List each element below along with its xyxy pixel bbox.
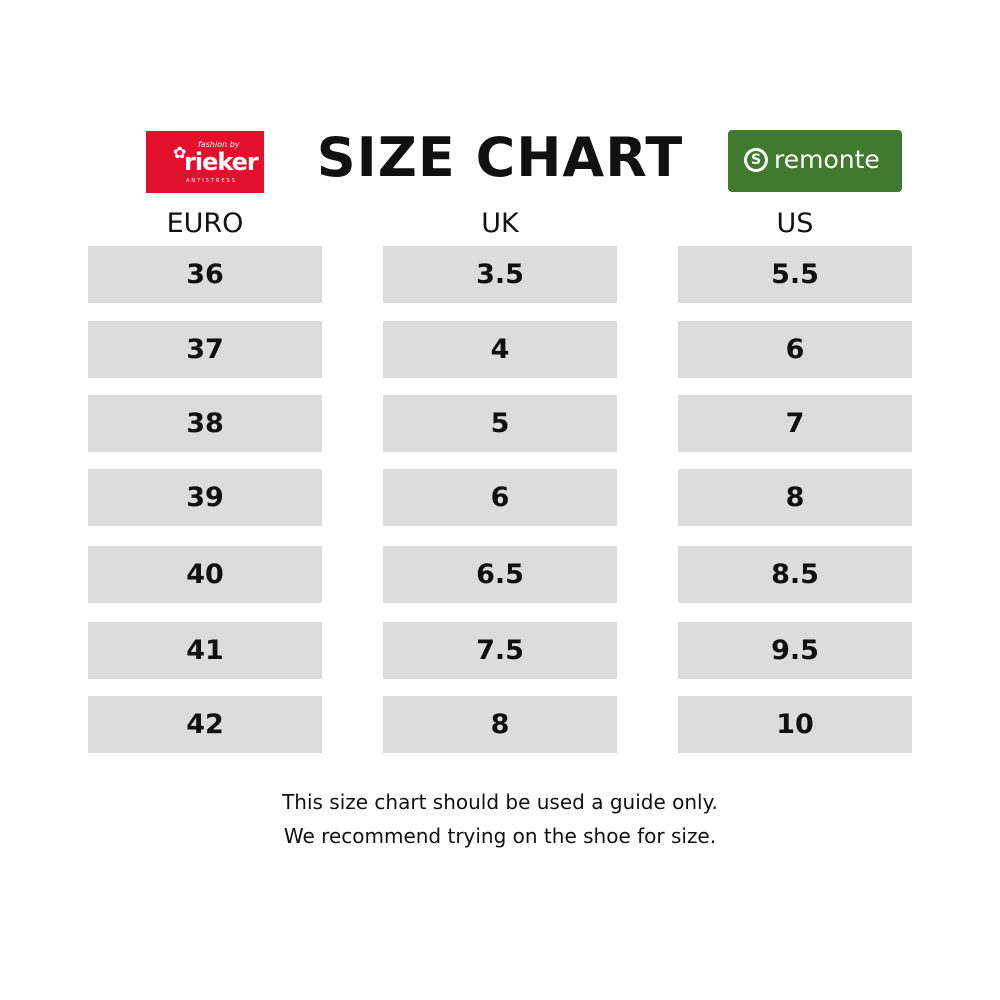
flower-icon: ✿ [173,143,187,162]
size-cell: 8 [383,696,617,753]
size-cell: 5 [383,395,617,452]
size-cell: 10 [678,696,912,753]
remonte-logo: S remonte [728,130,902,192]
size-cell: 6.5 [383,546,617,603]
rieker-subtext: ANTISTRESS [186,178,237,184]
rieker-brand: rieker [184,148,259,176]
size-cell: 7 [678,395,912,452]
size-cell: 8 [678,469,912,526]
size-cell: 9.5 [678,622,912,679]
size-cell: 38 [88,395,322,452]
footer-line-1: This size chart should be used a guide o… [282,790,718,814]
size-cell: 8.5 [678,546,912,603]
column-header-uk: UK [481,208,519,239]
size-cell: 39 [88,469,322,526]
size-cell: 7.5 [383,622,617,679]
column-header-euro: EURO [166,208,244,239]
size-cell: 41 [88,622,322,679]
footer-line-2: We recommend trying on the shoe for size… [283,824,717,848]
rieker-tagline: fashion by [198,140,240,149]
size-cell: 4 [383,321,617,378]
size-cell: 5.5 [678,246,912,303]
size-cell: 36 [88,246,322,303]
size-cell: 40 [88,546,322,603]
remonte-brand: remonte [774,145,880,174]
size-cell: 37 [88,321,322,378]
size-cell: 42 [88,696,322,753]
page-title: SIZE CHART [316,126,684,189]
remonte-emblem-icon: S [744,148,768,172]
size-cell: 6 [678,321,912,378]
size-cell: 6 [383,469,617,526]
size-cell: 3.5 [383,246,617,303]
column-header-us: US [776,208,814,239]
rieker-logo: ✿ fashion by rieker ANTISTRESS [146,131,264,193]
